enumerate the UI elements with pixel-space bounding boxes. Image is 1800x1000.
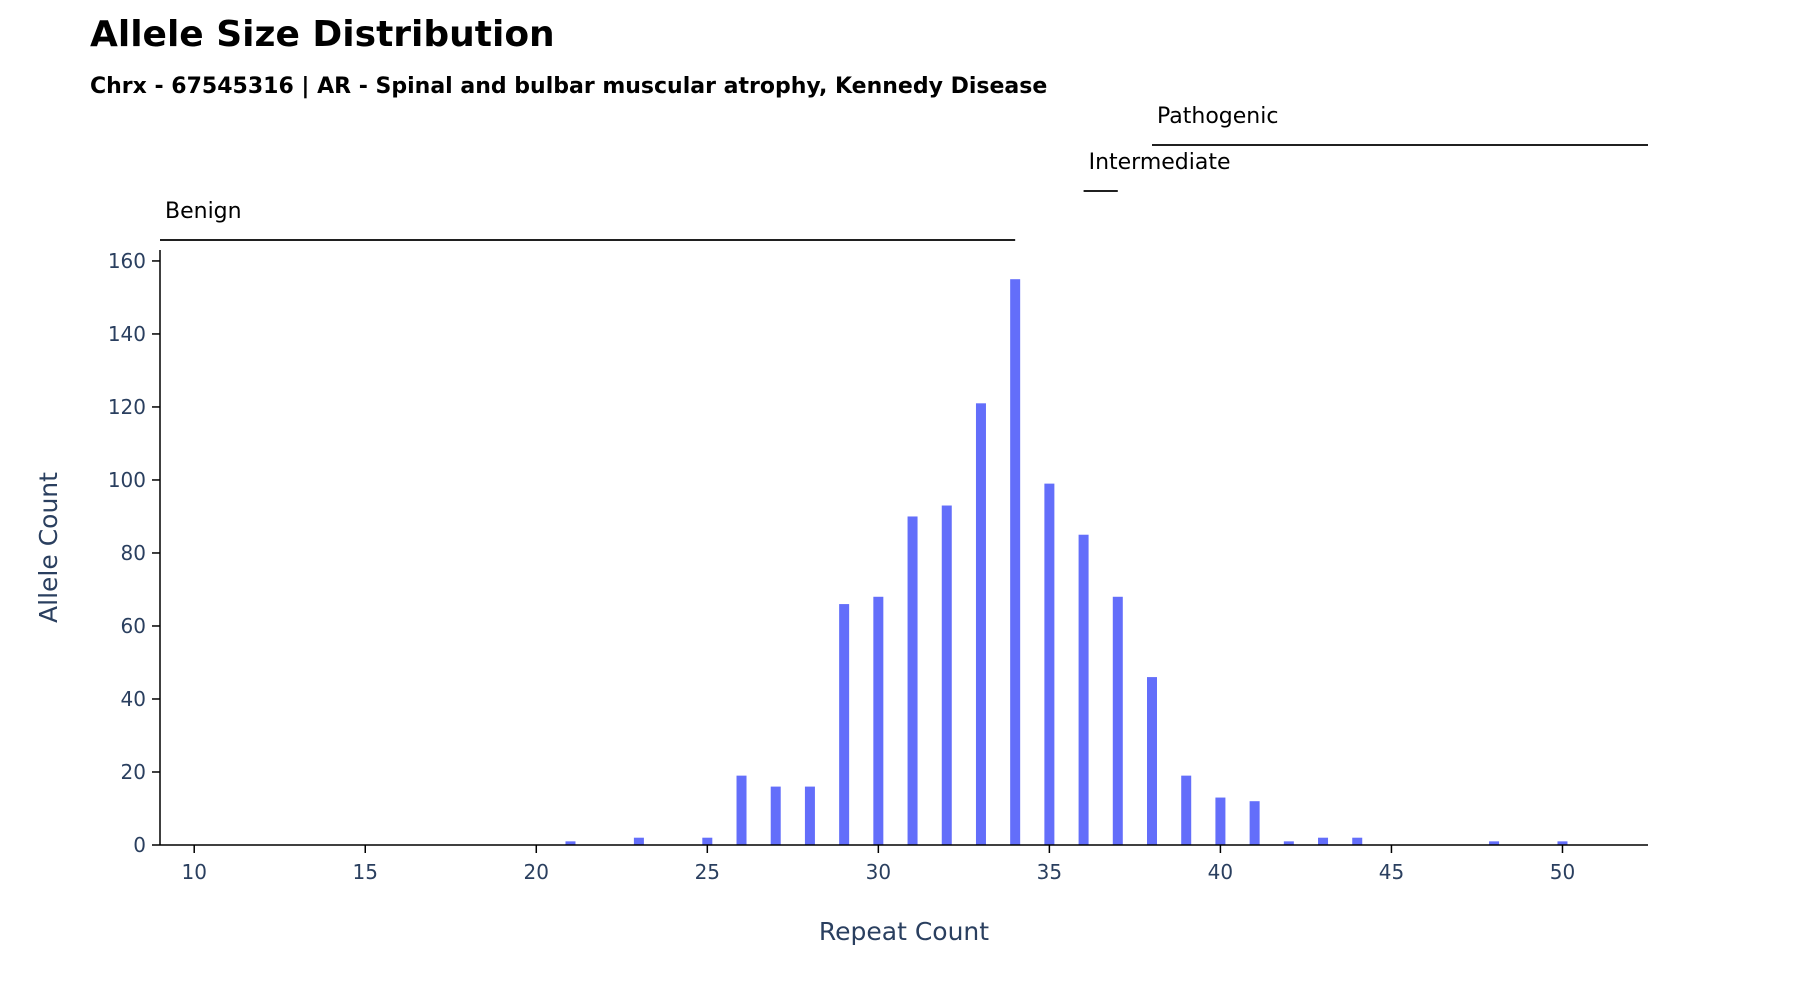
bar-repeat-23	[633, 837, 644, 845]
x-axis-ticks: 10 15 20 25 30 35 40 45 50	[181, 845, 1575, 884]
bar-repeat-41	[1249, 801, 1260, 845]
bar-repeat-42	[1283, 841, 1294, 845]
range-annotations: Benign Intermediate Pathogenic	[160, 104, 1648, 241]
x-tick-label: 25	[695, 860, 720, 884]
bar-repeat-37	[1112, 596, 1123, 845]
range-label-intermediate: Intermediate	[1089, 150, 1231, 175]
y-tick-label: 0	[133, 833, 146, 857]
bar-repeat-31	[907, 516, 918, 845]
x-axis-title: Repeat Count	[819, 917, 989, 946]
y-tick-label: 60	[121, 614, 146, 638]
y-axis-ticks: 0 20 40 60 80 100 120 140 160	[108, 249, 160, 857]
bar-repeat-27	[770, 786, 781, 845]
bar-repeat-28	[804, 786, 815, 845]
x-tick-label: 50	[1550, 860, 1575, 884]
x-tick-label: 15	[353, 860, 378, 884]
x-tick-label: 45	[1379, 860, 1404, 884]
y-tick-label: 120	[108, 395, 146, 419]
bar-repeat-35	[1044, 483, 1055, 845]
y-tick-label: 100	[108, 468, 146, 492]
bar-series	[565, 279, 1568, 845]
bar-repeat-38	[1147, 677, 1157, 845]
bar-repeat-21	[565, 841, 576, 845]
bar-repeat-36	[1078, 534, 1089, 845]
y-axis-title: Allele Count	[34, 472, 63, 623]
y-tick-label: 140	[108, 322, 146, 346]
bar-repeat-39	[1181, 775, 1192, 845]
x-tick-label: 10	[181, 860, 206, 884]
x-tick-label: 30	[866, 860, 891, 884]
x-tick-label: 35	[1037, 860, 1062, 884]
chart-subtitle: Chrx - 67545316 | AR - Spinal and bulbar…	[90, 74, 1048, 99]
bar-repeat-29	[839, 604, 850, 845]
bar-repeat-43	[1318, 837, 1329, 845]
y-tick-label: 80	[121, 541, 146, 565]
bar-repeat-50	[1557, 841, 1568, 845]
y-tick-label: 160	[108, 249, 146, 273]
bar-repeat-48	[1489, 841, 1500, 845]
bar-repeat-44	[1352, 837, 1363, 845]
range-label-pathogenic: Pathogenic	[1157, 104, 1278, 129]
bar-repeat-25	[702, 837, 713, 845]
x-tick-label: 20	[524, 860, 549, 884]
bar-repeat-26	[736, 775, 747, 845]
bar-repeat-30	[873, 596, 884, 845]
bar-repeat-40	[1215, 797, 1226, 845]
range-label-benign: Benign	[165, 199, 242, 224]
x-tick-label: 40	[1208, 860, 1233, 884]
bar-repeat-33	[975, 403, 986, 845]
bar-repeat-34	[1010, 279, 1021, 845]
y-tick-label: 20	[121, 760, 146, 784]
bar-repeat-32	[941, 505, 952, 845]
chart-title: Allele Size Distribution	[90, 14, 555, 55]
axes	[159, 250, 1648, 846]
y-tick-label: 40	[121, 687, 146, 711]
